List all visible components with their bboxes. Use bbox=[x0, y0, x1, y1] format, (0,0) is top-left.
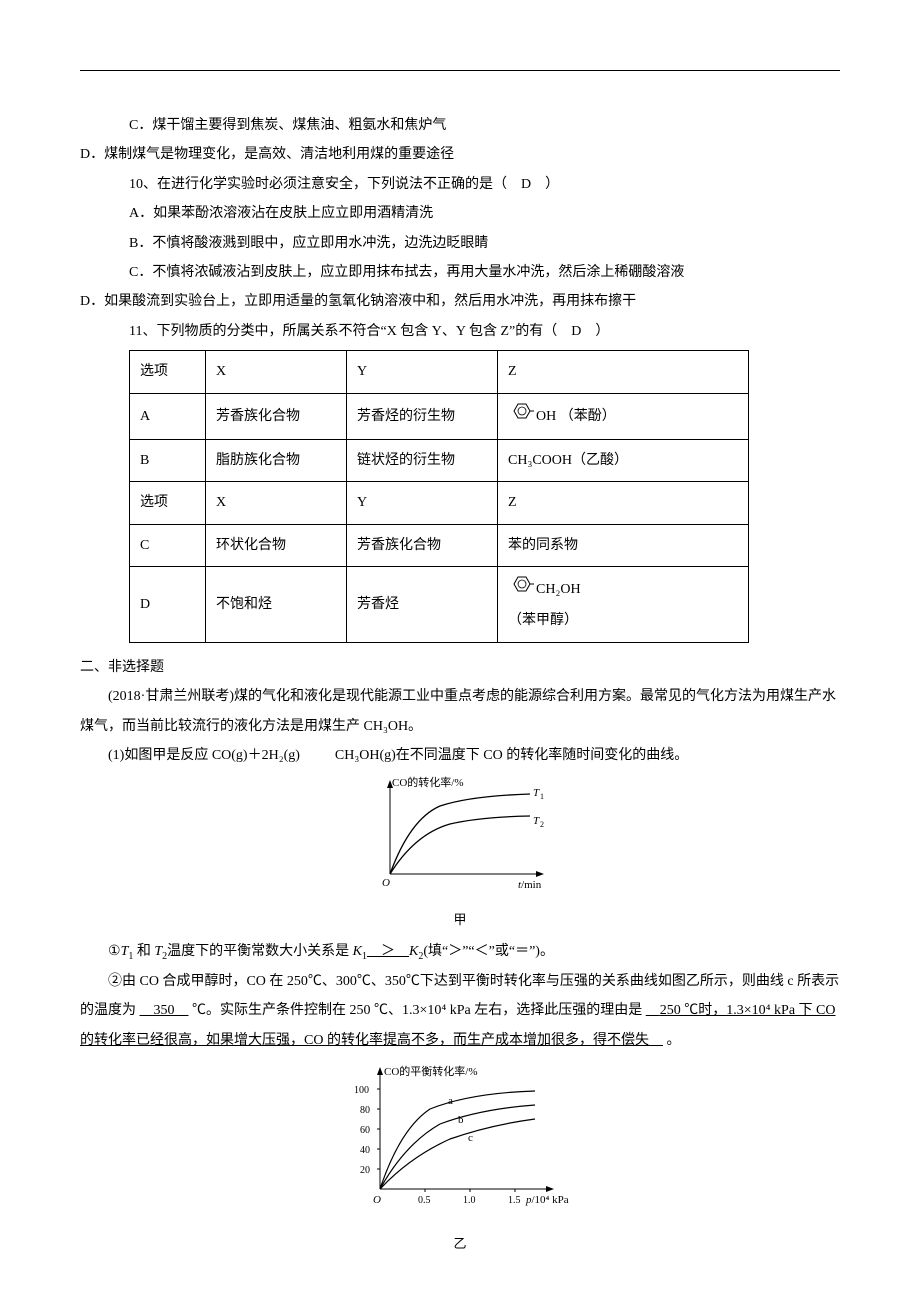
section2-heading: 二、非选择题 bbox=[80, 653, 840, 682]
svg-text:p/10⁴ kPa: p/10⁴ kPa bbox=[525, 1194, 569, 1206]
section2-sub1: ①T1 和 T2温度下的平衡常数大小关系是 K1 ＞ K2(填“＞”“＜”或“＝… bbox=[80, 937, 840, 967]
chart1-ylabel: CO的转化率/% bbox=[392, 775, 464, 789]
q10-option-c: C．不慎将浓碱液沾到皮肤上，应立即用抹布拭去，再用大量水冲洗，然后涂上稀硼酸溶液 bbox=[80, 258, 840, 287]
q11-cell: 芳香族化合物 bbox=[206, 393, 347, 439]
svg-text:60: 60 bbox=[360, 1125, 370, 1136]
q10-option-d: D．如果酸流到实验台上，立即用适量的氢氧化钠溶液中和，然后用水冲洗，再用抹布擦干 bbox=[80, 287, 840, 316]
table-row: 选项 X Y Z bbox=[130, 351, 749, 393]
svg-text:1: 1 bbox=[540, 792, 544, 801]
table-row: 选项 X Y Z bbox=[130, 482, 749, 524]
q11-stem: 11、下列物质的分类中，所属关系不符合“X 包含 Y、Y 包含 Z”的有（ D … bbox=[80, 317, 840, 346]
q11-th-z: Z bbox=[498, 482, 749, 524]
svg-text:CO的平衡转化率/%: CO的平衡转化率/% bbox=[384, 1064, 478, 1078]
q11-cell: B bbox=[130, 439, 206, 481]
svg-text:c: c bbox=[468, 1132, 473, 1144]
svg-text:O: O bbox=[373, 1194, 381, 1206]
svg-text:1.5: 1.5 bbox=[508, 1195, 521, 1206]
q11-z-label: CH₂OH bbox=[536, 582, 581, 597]
section2-sub2: ②由 CO 合成甲醇时，CO 在 250℃、300℃、350℃下达到平衡时转化率… bbox=[80, 967, 840, 1055]
q9-option-c: C．煤干馏主要得到焦炭、煤焦油、粗氨水和焦炉气 bbox=[80, 111, 840, 140]
q11-th-z: Z bbox=[498, 351, 749, 393]
svg-text:a: a bbox=[448, 1095, 453, 1107]
q11-cell: 环状化合物 bbox=[206, 524, 347, 566]
q11-th-y: Y bbox=[347, 482, 498, 524]
q9-option-d: D．煤制煤气是物理变化，是高效、清洁地利用煤的重要途径 bbox=[80, 140, 840, 169]
sub1-marker: ① bbox=[108, 944, 121, 959]
svg-text:t/min: t/min bbox=[518, 879, 542, 891]
sub1-answer: ＞ bbox=[367, 944, 409, 959]
svg-text:T: T bbox=[533, 787, 540, 799]
svg-text:T: T bbox=[533, 815, 540, 827]
sub2-tail: 。 bbox=[663, 1033, 681, 1048]
q11-th-opt: 选项 bbox=[130, 351, 206, 393]
q11-cell: 芳香烃 bbox=[347, 567, 498, 643]
svg-text:O: O bbox=[382, 877, 390, 889]
q11-cell: A bbox=[130, 393, 206, 439]
svg-text:20: 20 bbox=[360, 1165, 370, 1176]
q11-th-y: Y bbox=[347, 351, 498, 393]
chart2-caption: 乙 bbox=[80, 1230, 840, 1257]
q11-cell: D bbox=[130, 567, 206, 643]
q11-cell: 不饱和烃 bbox=[206, 567, 347, 643]
svg-text:100: 100 bbox=[354, 1085, 369, 1096]
chart1: CO的转化率/% T1 T2 O t/min 甲 bbox=[80, 774, 840, 933]
sub1-tail: (填“＞”“＜”或“＝”)。 bbox=[423, 944, 554, 959]
q11-cell: 芳香族化合物 bbox=[347, 524, 498, 566]
q11-cell: 苯的同系物 bbox=[498, 524, 749, 566]
q11-th-x: X bbox=[206, 482, 347, 524]
benzene-icon bbox=[508, 400, 534, 433]
q11-z-paren: （苯酚） bbox=[560, 408, 616, 423]
q11-z-paren: （苯甲醇） bbox=[508, 613, 578, 628]
svg-text:80: 80 bbox=[360, 1105, 370, 1116]
q11-table: 选项 X Y Z A 芳香族化合物 芳香烃的衍生物 OH （苯酚） B 脂肪族化… bbox=[129, 350, 749, 643]
sub2-unit1: ℃。实际生产条件控制在 250 ℃、1.3×10⁴ kPa 左右，选择此压强的理… bbox=[189, 1003, 646, 1018]
q10-stem: 10、在进行化学实验时必须注意安全，下列说法不正确的是（ D ） bbox=[80, 170, 840, 199]
svg-text:40: 40 bbox=[360, 1145, 370, 1156]
sub1-mid2: 温度下的平衡常数大小关系是 bbox=[167, 944, 353, 959]
q11-z-label: OH bbox=[536, 408, 556, 423]
q11-cell: 脂肪族化合物 bbox=[206, 439, 347, 481]
table-row: D 不饱和烃 芳香烃 CH₂OH （苯甲醇） bbox=[130, 567, 749, 643]
chart2: 20 40 60 80 100 0.5 1.0 1.5 O CO的平衡转化率/%… bbox=[80, 1059, 840, 1258]
svg-text:1.0: 1.0 bbox=[463, 1195, 476, 1206]
table-row: B 脂肪族化合物 链状烃的衍生物 CH₃COOH（乙酸） bbox=[130, 439, 749, 481]
q10-option-a: A．如果苯酚浓溶液沾在皮肤上应立即用酒精清洗 bbox=[80, 199, 840, 228]
q11-cell: CH₂OH （苯甲醇） bbox=[498, 567, 749, 643]
q11-cell: OH （苯酚） bbox=[498, 393, 749, 439]
q11-cell: CH₃COOH（乙酸） bbox=[498, 439, 749, 481]
q10-option-b: B．不慎将酸液溅到眼中，应立即用水冲洗，边洗边眨眼睛 bbox=[80, 229, 840, 258]
table-row: C 环状化合物 芳香族化合物 苯的同系物 bbox=[130, 524, 749, 566]
q11-th-x: X bbox=[206, 351, 347, 393]
q11-cell: 芳香烃的衍生物 bbox=[347, 393, 498, 439]
sub2-answer1: 350 bbox=[140, 1003, 189, 1018]
q11-cell: C bbox=[130, 524, 206, 566]
table-row: A 芳香族化合物 芳香烃的衍生物 OH （苯酚） bbox=[130, 393, 749, 439]
svg-text:2: 2 bbox=[540, 820, 544, 829]
chart1-caption: 甲 bbox=[80, 906, 840, 933]
svg-text:b: b bbox=[458, 1114, 464, 1126]
sub1-mid1: 和 bbox=[133, 944, 154, 959]
section2-intro: (2018·甘肃兰州联考)煤的气化和液化是现代能源工业中重点考虑的能源综合利用方… bbox=[80, 682, 840, 741]
q11-th-opt: 选项 bbox=[130, 482, 206, 524]
svg-text:0.5: 0.5 bbox=[418, 1195, 431, 1206]
benzene-icon bbox=[508, 573, 534, 606]
p1-post: CH₃OH(g)在不同温度下 CO 的转化率随时间变化的曲线。 bbox=[335, 748, 688, 763]
p1-pre: (1)如图甲是反应 CO(g)＋2H₂(g) bbox=[108, 748, 300, 763]
page-top-rule bbox=[80, 70, 840, 71]
section2-p1: (1)如图甲是反应 CO(g)＋2H₂(g) CH₃OH(g)在不同温度下 CO… bbox=[80, 741, 840, 770]
q11-cell: 链状烃的衍生物 bbox=[347, 439, 498, 481]
